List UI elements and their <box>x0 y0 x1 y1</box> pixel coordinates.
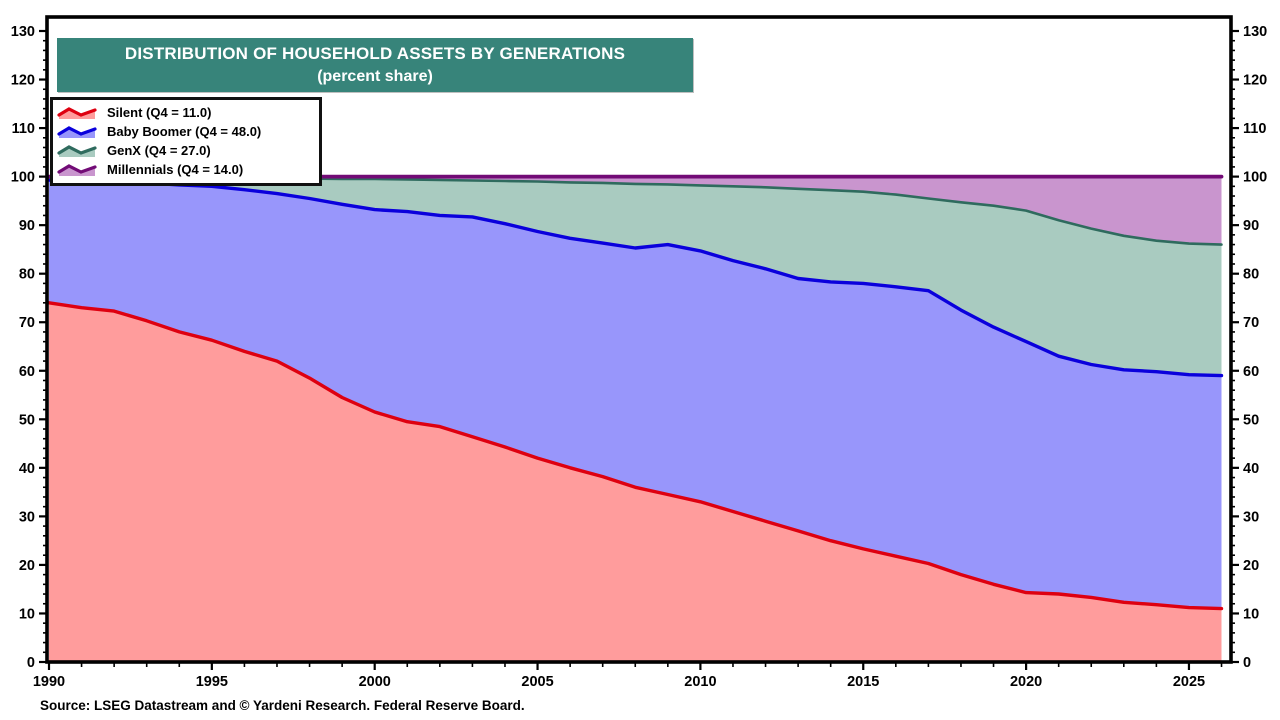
y-axis-label-right: 90 <box>1243 218 1259 234</box>
x-axis-label: 2005 <box>521 674 553 690</box>
y-axis-label-left: 60 <box>19 364 35 380</box>
y-axis-label-right: 120 <box>1243 73 1267 89</box>
y-axis-label-left: 100 <box>11 170 35 186</box>
area-baby-boomer <box>49 180 1222 609</box>
legend-swatch-line <box>57 145 97 155</box>
legend-label: GenX (Q4 = 27.0) <box>107 143 211 158</box>
y-axis-label-left: 50 <box>19 412 35 428</box>
y-axis-label-right: 130 <box>1243 24 1267 40</box>
y-axis-label-right: 50 <box>1243 412 1259 428</box>
y-axis-label-left: 120 <box>11 73 35 89</box>
y-axis-label-right: 80 <box>1243 267 1259 283</box>
legend-item-millennials: Millennials (Q4 = 14.0) <box>57 160 313 179</box>
y-axis-label-left: 0 <box>27 655 35 671</box>
area-silent <box>49 302 1222 662</box>
legend-label: Baby Boomer (Q4 = 48.0) <box>107 124 262 139</box>
area-genx <box>49 177 1222 376</box>
x-axis-label: 1995 <box>196 674 228 690</box>
legend-item-genx: GenX (Q4 = 27.0) <box>57 141 313 160</box>
y-axis-label-left: 110 <box>12 121 35 137</box>
y-axis-label-right: 60 <box>1243 364 1259 380</box>
legend-swatch-icon <box>57 164 97 176</box>
area-millennials <box>49 176 1222 245</box>
chart-title-banner: DISTRIBUTION OF HOUSEHOLD ASSETS BY GENE… <box>57 38 693 92</box>
y-axis-label-right: 40 <box>1243 461 1259 477</box>
chart-subtitle: (percent share) <box>317 67 433 85</box>
line-silent <box>47 301 1224 611</box>
y-axis-label-left: 30 <box>19 509 35 525</box>
y-axis-label-left: 10 <box>19 606 35 622</box>
legend-swatch-icon <box>57 126 97 138</box>
legend-label: Millennials (Q4 = 14.0) <box>107 162 244 177</box>
x-axis-label: 2020 <box>1010 674 1042 690</box>
x-axis-label: 2015 <box>847 674 879 690</box>
line-baby-boomer <box>47 178 1224 378</box>
x-axis-label: 2000 <box>359 674 391 690</box>
x-axis-label: 1990 <box>33 674 65 690</box>
y-axis-label-left: 20 <box>19 558 35 574</box>
legend-item-silent: Silent (Q4 = 11.0) <box>57 103 313 122</box>
y-axis-label-left: 130 <box>11 24 35 40</box>
y-axis-label-right: 30 <box>1243 509 1259 525</box>
y-axis-label-right: 70 <box>1243 315 1259 331</box>
x-axis-label: 2010 <box>684 674 716 690</box>
y-axis-label-left: 80 <box>19 267 35 283</box>
y-axis-label-left: 40 <box>19 461 35 477</box>
y-axis-label-left: 70 <box>19 315 35 331</box>
y-axis-label-right: 10 <box>1243 606 1259 622</box>
legend: Silent (Q4 = 11.0) Baby Boomer (Q4 = 48.0… <box>50 97 322 186</box>
legend-swatch-line <box>57 107 97 117</box>
y-axis-label-left: 90 <box>19 218 35 234</box>
legend-label: Silent (Q4 = 11.0) <box>107 105 212 120</box>
chart-title: DISTRIBUTION OF HOUSEHOLD ASSETS BY GENE… <box>124 43 626 63</box>
plot-frame <box>45 15 1233 664</box>
x-axis-label: 2025 <box>1173 674 1205 690</box>
legend-swatch-line <box>57 164 97 174</box>
y-axis-label-right: 20 <box>1243 558 1259 574</box>
legend-item-baby-boomer: Baby Boomer (Q4 = 48.0) <box>57 122 313 141</box>
legend-swatch-icon <box>57 145 97 157</box>
y-axis-label-right: 110 <box>1243 121 1266 137</box>
y-axis-label-right: 0 <box>1243 655 1251 671</box>
legend-swatch-line <box>57 126 97 136</box>
y-axis-label-right: 100 <box>1243 170 1267 186</box>
source-attribution: Source: LSEG Datastream and © Yardeni Re… <box>40 698 525 713</box>
legend-swatch-icon <box>57 107 97 119</box>
